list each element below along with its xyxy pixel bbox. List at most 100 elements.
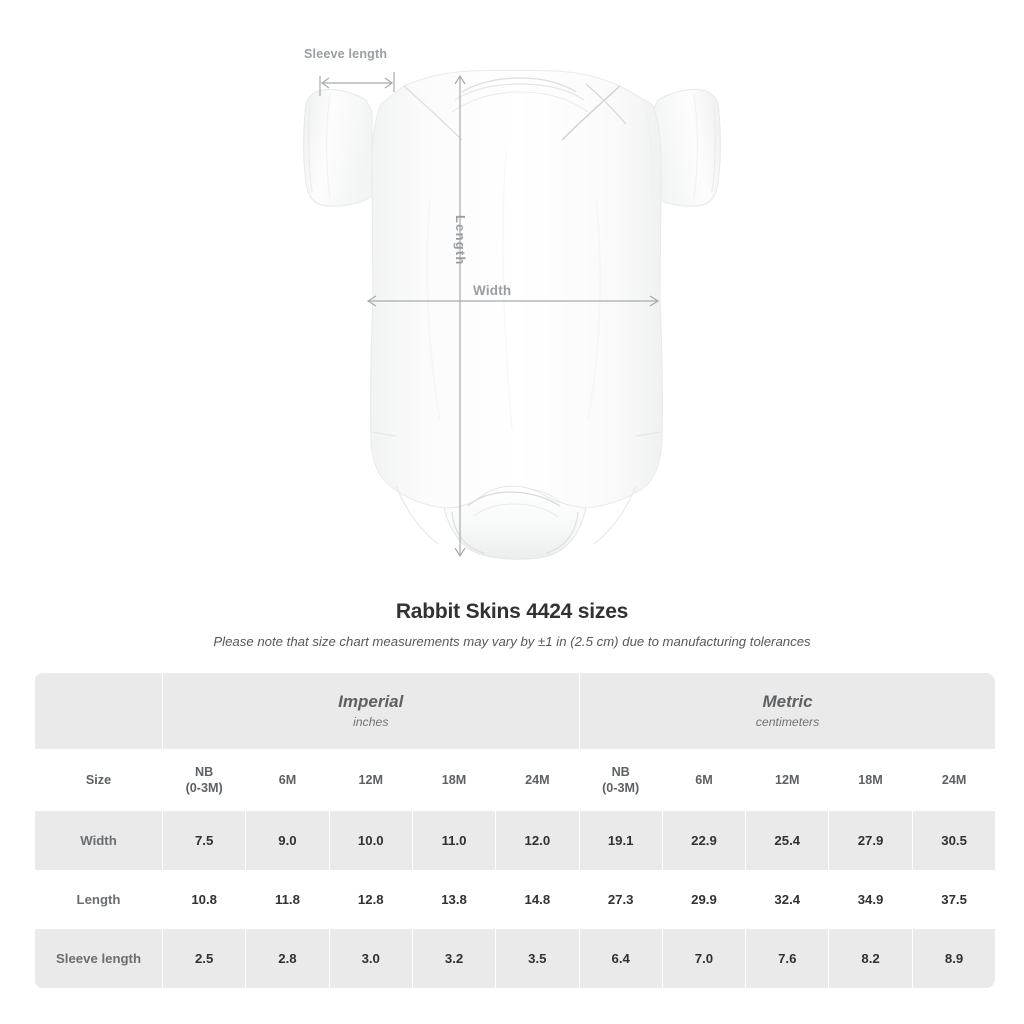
cell-length-metric-nb: 27.3 — [578, 870, 663, 929]
size-header-label: Size — [34, 749, 163, 811]
size-header-metric-24m: 24M — [911, 749, 995, 811]
onesie-diagram — [303, 69, 721, 560]
gusset-left-seam — [451, 511, 485, 554]
size-header-imperial-nb: NB (0-3M) — [161, 749, 246, 811]
metric-sublabel: centimeters — [755, 715, 820, 730]
length-arrow — [454, 74, 466, 558]
left-shoulder-seam — [403, 85, 463, 141]
cell-length-imperial-24m: 14.8 — [495, 870, 580, 929]
title-block: Rabbit Skins 4424 sizes Please note that… — [0, 600, 1024, 649]
cell-sleeve-metric-12m: 7.6 — [745, 929, 829, 988]
body-crease-center — [502, 149, 513, 431]
size-header-imperial-6m: 6M — [245, 749, 330, 811]
left-sleeve-crease — [326, 93, 331, 199]
page-title: Rabbit Skins 4424 sizes — [395, 600, 629, 623]
left-leg-opening — [395, 485, 439, 545]
table-row: Width 7.5 9.0 10.0 11.0 12.0 19.1 22.9 2… — [34, 811, 995, 870]
size-header-imperial-nb-line1: NB — [195, 764, 214, 779]
size-header-metric-nb: NB (0-3M) — [578, 749, 663, 811]
size-header-imperial-nb-line2: (0-3M) — [185, 781, 223, 795]
imperial-sublabel: inches — [352, 715, 389, 730]
cell-sleeve-metric-24m: 8.9 — [911, 929, 995, 988]
cell-length-imperial-nb: 10.8 — [161, 870, 246, 929]
gusset-flap-edge — [467, 491, 561, 507]
length-dimension-label: Length — [453, 215, 468, 266]
table-row: Sleeve length 2.5 2.8 3.0 3.2 3.5 6.4 7.… — [34, 929, 995, 988]
gusset-flap-binding — [473, 503, 559, 518]
left-sleeve — [303, 89, 373, 207]
unit-banner-imperial: Imperial inches — [162, 673, 580, 749]
garment-illustration: Sleeve length Width Length — [303, 47, 721, 560]
bodysuit-body — [370, 69, 663, 509]
cell-sleeve-imperial-24m: 3.5 — [495, 929, 580, 988]
right-armhole — [645, 111, 654, 197]
neckline-inner — [451, 91, 589, 113]
cell-width-imperial-12m: 10.0 — [328, 811, 413, 870]
size-chart-table-wrapper: Imperial inches Metric centimeters Size … — [34, 673, 995, 988]
sleeve-length-arrow — [319, 72, 395, 96]
unit-banner-spacer — [34, 673, 163, 749]
unit-banner-row: Imperial inches Metric centimeters — [34, 673, 995, 749]
cell-sleeve-imperial-18m: 3.2 — [411, 929, 496, 988]
size-header-metric-nb-line2: (0-3M) — [602, 781, 640, 795]
cell-width-metric-nb: 19.1 — [578, 811, 663, 870]
table-row: Length 10.8 11.8 12.8 13.8 14.8 27.3 29.… — [34, 870, 995, 929]
neckline-binding — [454, 83, 585, 101]
cell-width-imperial-nb: 7.5 — [161, 811, 246, 870]
cell-length-metric-6m: 29.9 — [661, 870, 746, 929]
right-hem-notch — [635, 431, 661, 437]
crotch-gusset — [443, 485, 587, 560]
cell-width-metric-12m: 25.4 — [745, 811, 829, 870]
left-armhole — [370, 111, 379, 197]
cell-width-metric-6m: 22.9 — [661, 811, 746, 870]
width-dimension-label: Width — [473, 283, 512, 298]
cell-width-imperial-18m: 11.0 — [411, 811, 496, 870]
right-shoulder-seam — [561, 85, 621, 141]
cell-sleeve-metric-6m: 7.0 — [661, 929, 746, 988]
size-header-imperial-24m: 24M — [495, 749, 580, 811]
cell-sleeve-metric-nb: 6.4 — [578, 929, 663, 988]
row-label-length: Length — [34, 870, 163, 929]
metric-label: Metric — [762, 691, 813, 711]
cell-width-imperial-6m: 9.0 — [245, 811, 330, 870]
cell-sleeve-imperial-nb: 2.5 — [161, 929, 246, 988]
cell-sleeve-metric-18m: 8.2 — [828, 929, 913, 988]
row-label-sleeve-length: Sleeve length — [34, 929, 163, 988]
right-sleeve — [651, 89, 721, 207]
imperial-label: Imperial — [338, 691, 404, 711]
cell-length-metric-24m: 37.5 — [911, 870, 995, 929]
size-header-metric-6m: 6M — [661, 749, 746, 811]
right-lap-edge — [585, 83, 627, 125]
cell-length-imperial-18m: 13.8 — [411, 870, 496, 929]
right-sleeve-crease — [693, 93, 698, 199]
cell-width-metric-24m: 30.5 — [911, 811, 995, 870]
cell-length-metric-12m: 32.4 — [745, 870, 829, 929]
size-header-imperial-12m: 12M — [328, 749, 413, 811]
left-sleeve-fold — [307, 103, 313, 193]
right-sleeve-fold — [711, 103, 717, 193]
cell-length-imperial-6m: 11.8 — [245, 870, 330, 929]
body-crease-left — [426, 199, 441, 421]
sleeve-length-dimension-label: Sleeve length — [304, 47, 388, 61]
unit-banner-metric: Metric centimeters — [578, 673, 995, 749]
row-label-width: Width — [34, 811, 163, 870]
left-hem-notch — [371, 431, 397, 437]
cell-length-imperial-12m: 12.8 — [328, 870, 413, 929]
cell-sleeve-imperial-6m: 2.8 — [245, 929, 330, 988]
size-chart-table: Imperial inches Metric centimeters Size … — [34, 673, 995, 988]
width-arrow — [366, 295, 660, 307]
page-subtitle: Please note that size chart measurements… — [213, 634, 811, 649]
cell-width-metric-18m: 27.9 — [828, 811, 913, 870]
size-header-metric-nb-line1: NB — [611, 764, 630, 779]
size-header-metric-18m: 18M — [828, 749, 913, 811]
cell-sleeve-imperial-12m: 3.0 — [328, 929, 413, 988]
cell-length-metric-18m: 34.9 — [828, 870, 913, 929]
size-header-row: Size NB (0-3M) 6M 12M 18M 24M NB (0-3M) … — [34, 749, 995, 811]
size-header-imperial-18m: 18M — [411, 749, 496, 811]
gusset-right-seam — [545, 511, 579, 554]
right-leg-opening — [593, 485, 637, 545]
size-header-metric-12m: 12M — [745, 749, 829, 811]
neckline-outer — [461, 77, 577, 93]
cell-width-imperial-24m: 12.0 — [495, 811, 580, 870]
